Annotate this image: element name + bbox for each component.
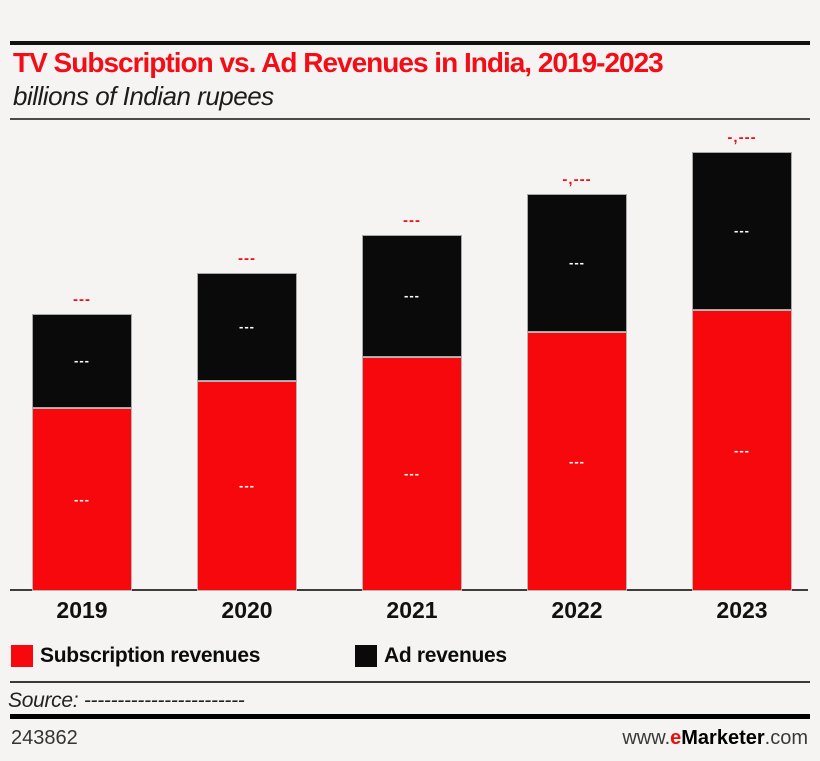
legend-swatch-subscription [11, 645, 33, 667]
brand-marketer: Marketer [681, 727, 765, 749]
legend-label-ad: Ad revenues [384, 644, 507, 667]
bar-2020-ad-segment [197, 273, 297, 381]
header-rule [10, 118, 810, 120]
bar-2021-subscription-value-label: --- [404, 466, 420, 481]
chart-id: 243862 [11, 727, 78, 749]
legend-swatch-ad [355, 645, 377, 667]
bar-2019-subscription-value-label: --- [74, 492, 90, 507]
bar-2021-ad-value-label: --- [404, 288, 420, 303]
bar-2021-total-label: --- [403, 212, 421, 229]
source-line: Source: ------------------------ [8, 689, 708, 713]
x-axis-label-2021: 2021 [386, 597, 438, 623]
bar-2021-subscription-segment [362, 357, 462, 591]
bar-2022-subscription-segment [527, 332, 627, 591]
source-redacted-text: ------------------------ [83, 689, 245, 712]
bar-2023-ad-value-label: --- [734, 223, 750, 238]
bar-2019-subscription-segment [32, 408, 132, 591]
bar-2022-ad-value-label: --- [569, 255, 585, 270]
x-axis-label-2022: 2022 [551, 597, 603, 623]
brand-e: e [670, 727, 682, 749]
url-com: .com [764, 727, 808, 749]
bar-2020-total-label: --- [238, 250, 256, 267]
bar-2022-subscription-value-label: --- [569, 454, 585, 469]
x-axis-label-2023: 2023 [716, 597, 768, 623]
bar-2023-subscription-value-label: --- [734, 443, 750, 458]
chart-unit-subtitle: billions of Indian rupees [13, 81, 274, 111]
x-axis-label-2019: 2019 [56, 597, 108, 623]
source-label: Source: [8, 689, 79, 712]
bar-2022-total-label: -,--- [562, 171, 592, 188]
bar-2022-ad-segment [527, 194, 627, 332]
top-rule [10, 41, 810, 45]
bar-2019-total-label: --- [73, 291, 91, 308]
bar-2019-ad-value-label: --- [74, 353, 90, 368]
legend-label-subscription: Subscription revenues [40, 644, 261, 667]
bar-2020-ad-value-label: --- [239, 319, 255, 334]
bar-2020-subscription-value-label: --- [239, 478, 255, 493]
source-rule [10, 681, 810, 683]
x-axis-label-2020: 2020 [221, 597, 273, 623]
emarketer-url: www.eMarketer.com [622, 726, 808, 750]
bar-2020-subscription-segment [197, 381, 297, 591]
bar-2021-ad-segment [362, 235, 462, 357]
url-www: www. [622, 727, 671, 749]
bar-2023-subscription-segment [692, 310, 792, 591]
bar-2023-total-label: -,--- [727, 129, 757, 146]
page-title: TV Subscription vs. Ad Revenues in India… [13, 47, 664, 78]
bar-2019-ad-segment [32, 314, 132, 408]
bottom-rule [10, 714, 810, 719]
bar-2023-ad-segment [692, 152, 792, 310]
